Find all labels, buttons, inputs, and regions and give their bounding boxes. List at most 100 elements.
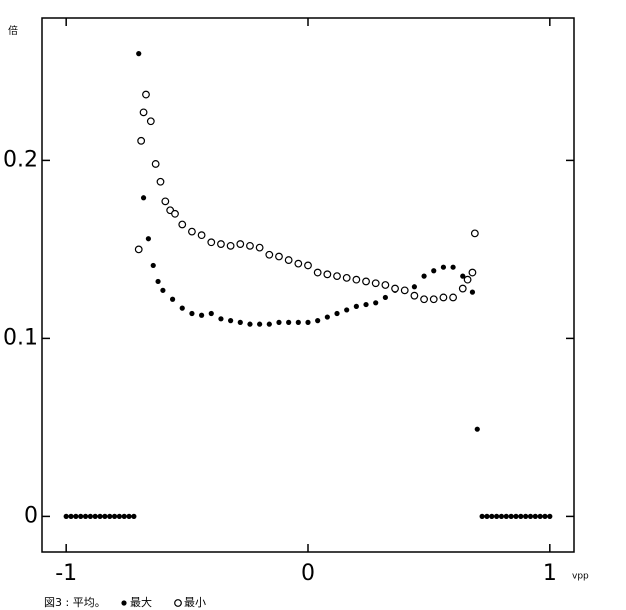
point: [73, 513, 79, 520]
point: [255, 243, 264, 252]
point: [63, 513, 69, 520]
point: [266, 321, 272, 327]
point: [363, 301, 369, 308]
point: [68, 513, 74, 520]
point: [294, 259, 303, 268]
point: [179, 305, 185, 311]
point: [237, 319, 243, 325]
point: [324, 314, 330, 320]
point: [342, 273, 351, 282]
point: [228, 318, 234, 324]
point: [126, 513, 132, 520]
point: [315, 318, 321, 324]
point: [131, 513, 137, 520]
point: [137, 136, 146, 145]
point: [161, 197, 170, 206]
point: [139, 108, 148, 117]
point: [276, 319, 282, 325]
point: [97, 513, 103, 520]
point: [142, 90, 150, 99]
point: [78, 513, 84, 520]
point: [440, 264, 447, 270]
point: [508, 513, 514, 520]
point: [439, 293, 448, 302]
point: [226, 241, 235, 250]
point: [371, 279, 380, 288]
point: [169, 296, 176, 302]
point: [265, 250, 274, 259]
point: [146, 117, 155, 126]
point: [217, 240, 225, 248]
point: [468, 268, 477, 277]
x-tick-label: -1: [55, 561, 77, 586]
point: [410, 291, 419, 300]
point: [460, 273, 466, 279]
point: [527, 513, 534, 520]
point: [207, 238, 216, 247]
point: [458, 284, 467, 293]
point: [547, 513, 553, 520]
point: [189, 310, 195, 317]
point: [102, 513, 108, 520]
point: [513, 513, 519, 520]
y-tick-label: 0: [24, 503, 38, 528]
point: [160, 287, 166, 293]
point: [171, 209, 179, 218]
point: [420, 295, 428, 304]
point: [236, 240, 245, 248]
point: [421, 273, 427, 279]
point: [111, 513, 118, 520]
x-tick-label: 0: [301, 561, 315, 586]
point: [140, 195, 147, 201]
point: [381, 281, 390, 289]
point: [323, 270, 332, 279]
point: [353, 303, 359, 309]
legend-label: 最小: [184, 596, 206, 609]
point: [470, 229, 479, 238]
point: [136, 51, 142, 57]
x-axis-label: vpp: [572, 572, 589, 582]
point: [199, 312, 205, 318]
x-tick-label: 1: [543, 561, 557, 586]
point: [116, 513, 122, 520]
y-tick-label: 0.2: [3, 147, 38, 172]
point: [156, 177, 165, 186]
point: [523, 513, 529, 520]
point: [450, 264, 456, 270]
point: [107, 513, 113, 520]
point: [489, 513, 495, 520]
point: [344, 307, 350, 313]
point: [313, 268, 322, 277]
point: [494, 513, 500, 520]
legend-marker: [174, 599, 182, 607]
point: [218, 316, 224, 322]
point: [382, 294, 388, 301]
point: [134, 245, 143, 254]
point: [92, 513, 98, 520]
point: [469, 289, 476, 295]
point: [400, 286, 409, 295]
point: [411, 284, 417, 290]
legend-label: 最大: [130, 595, 152, 609]
point: [275, 252, 283, 261]
point: [474, 426, 480, 432]
point: [334, 310, 340, 317]
point: [305, 319, 311, 325]
point: [503, 513, 509, 520]
y-axis-label: 倍: [8, 24, 18, 37]
point: [286, 319, 292, 325]
point: [537, 513, 543, 520]
point: [87, 513, 93, 520]
point: [295, 319, 301, 325]
point: [463, 275, 472, 284]
caption: 図3 : 平均。: [44, 596, 106, 609]
point: [429, 295, 438, 304]
point: [178, 220, 187, 229]
point: [484, 513, 490, 520]
point: [188, 227, 196, 236]
y-tick-label: 0.1: [3, 325, 38, 350]
point: [247, 321, 253, 327]
point: [373, 300, 379, 306]
